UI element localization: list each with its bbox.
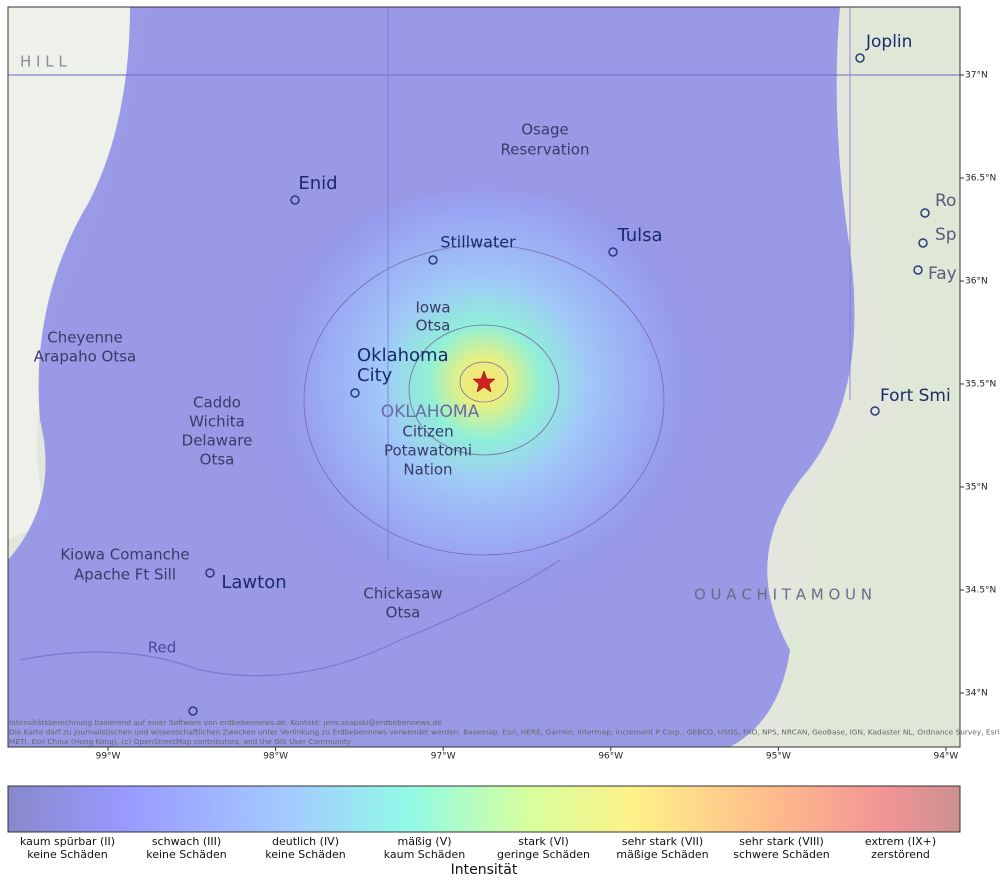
contour [459, 361, 509, 403]
city-marker [918, 238, 928, 248]
city-marker [608, 247, 618, 257]
legend-label: mäßig (V) [397, 835, 451, 848]
place-label: OKLAHOMA [381, 402, 480, 422]
lat-tick-label: 34.5°N [965, 586, 996, 596]
lon-tick-label: 94°W [933, 752, 958, 762]
legend-label: kaum Schäden [384, 848, 466, 861]
place-label: O U A C H I T A M O U N [694, 586, 872, 604]
place-label: Delaware [182, 432, 253, 450]
place-label: Fay [928, 264, 957, 284]
legend-label: keine Schäden [27, 848, 108, 861]
place-label: Joplin [865, 32, 912, 52]
city-marker [913, 265, 923, 275]
place-label: Iowa [415, 299, 450, 317]
map-layer [8, 7, 960, 747]
lat-tick-label: 36°N [965, 276, 988, 286]
place-label: Apache Ft Sill [74, 566, 176, 584]
place-label: Citizen [402, 423, 453, 441]
place-label: Potawatomi [384, 442, 472, 460]
attribution: Die Karte darf zu journalistischen und w… [9, 728, 1000, 737]
legend-label: extrem (IX+) [865, 835, 936, 848]
city-marker [205, 568, 215, 578]
place-label: Chickasaw [363, 585, 442, 603]
map-frame [7, 6, 961, 748]
place-label: Otsa [416, 317, 451, 335]
legend-title: Intensität [451, 862, 518, 878]
legend-label: schwach (III) [152, 835, 221, 848]
contour [408, 324, 560, 456]
attribution: Intensitätsberechnung basierend auf eine… [9, 718, 442, 727]
place-label: Lawton [221, 572, 286, 593]
place-label: Wichita [189, 413, 245, 431]
lon-tick-label: 97°W [431, 752, 456, 762]
place-label: Tulsa [616, 225, 662, 246]
legend-label: zerstörend [871, 848, 930, 861]
legend-label: deutlich (IV) [272, 835, 339, 848]
place-label: City [357, 365, 393, 386]
lat-tick-label: 35°N [965, 483, 988, 493]
legend-label: sehr stark (VII) [622, 835, 703, 848]
place-label: Enid [298, 173, 337, 194]
lat-tick-label: 34°N [965, 689, 988, 699]
place-label: Fort Smi [880, 386, 951, 406]
lon-tick-label: 99°W [96, 752, 121, 762]
legend-label: mäßige Schäden [616, 848, 708, 861]
intensity-center [234, 190, 734, 610]
place-label: Arapaho Otsa [34, 348, 136, 366]
lon-tick-label: 96°W [598, 752, 623, 762]
lat-tick-label: 35.5°N [965, 380, 996, 390]
city-marker [855, 53, 865, 63]
city-marker [188, 706, 198, 716]
place-label: Cheyenne [47, 329, 123, 347]
river [19, 559, 561, 677]
legend-label: stark (VI) [518, 835, 569, 848]
lat-tick-label: 36.5°N [965, 173, 996, 183]
city-marker [870, 406, 880, 416]
place-label: Reservation [501, 141, 590, 159]
epicenter [472, 370, 496, 393]
place-label: Kiowa Comanche [60, 546, 189, 564]
place-label: Ro [935, 191, 956, 211]
contour [303, 244, 665, 556]
legend-label: kaum spürbar (II) [20, 835, 115, 848]
city-marker [290, 195, 300, 205]
lat-tick-label: 37°N [965, 70, 988, 80]
city-marker [428, 255, 438, 265]
legend-label: sehr stark (VIII) [739, 835, 824, 848]
lon-tick-label: 95°W [766, 752, 791, 762]
place-label: H I L L [20, 53, 67, 71]
place-label: Otsa [200, 451, 235, 469]
place-label: Sp [935, 225, 957, 245]
basemap-east [784, 7, 960, 747]
attribution: METI, Esri China (Hong Kong), (c) OpenSt… [9, 737, 352, 746]
lon-tick-label: 98°W [263, 752, 288, 762]
city-marker [920, 208, 930, 218]
place-label: Nation [403, 461, 452, 479]
city-marker [350, 388, 360, 398]
place-label: Otsa [386, 604, 421, 622]
legend-label: schwere Schäden [733, 848, 830, 861]
place-label: Stillwater [440, 233, 516, 252]
legend-label: keine Schäden [265, 848, 346, 861]
place-label: Osage [521, 121, 569, 139]
border [387, 7, 851, 560]
legend-label: geringe Schäden [497, 848, 590, 861]
place-label: Caddo [193, 394, 241, 412]
place-label: Oklahoma [357, 345, 449, 366]
legend-label: keine Schäden [146, 848, 227, 861]
colorbar [7, 785, 961, 833]
place-label: Red [148, 639, 177, 657]
